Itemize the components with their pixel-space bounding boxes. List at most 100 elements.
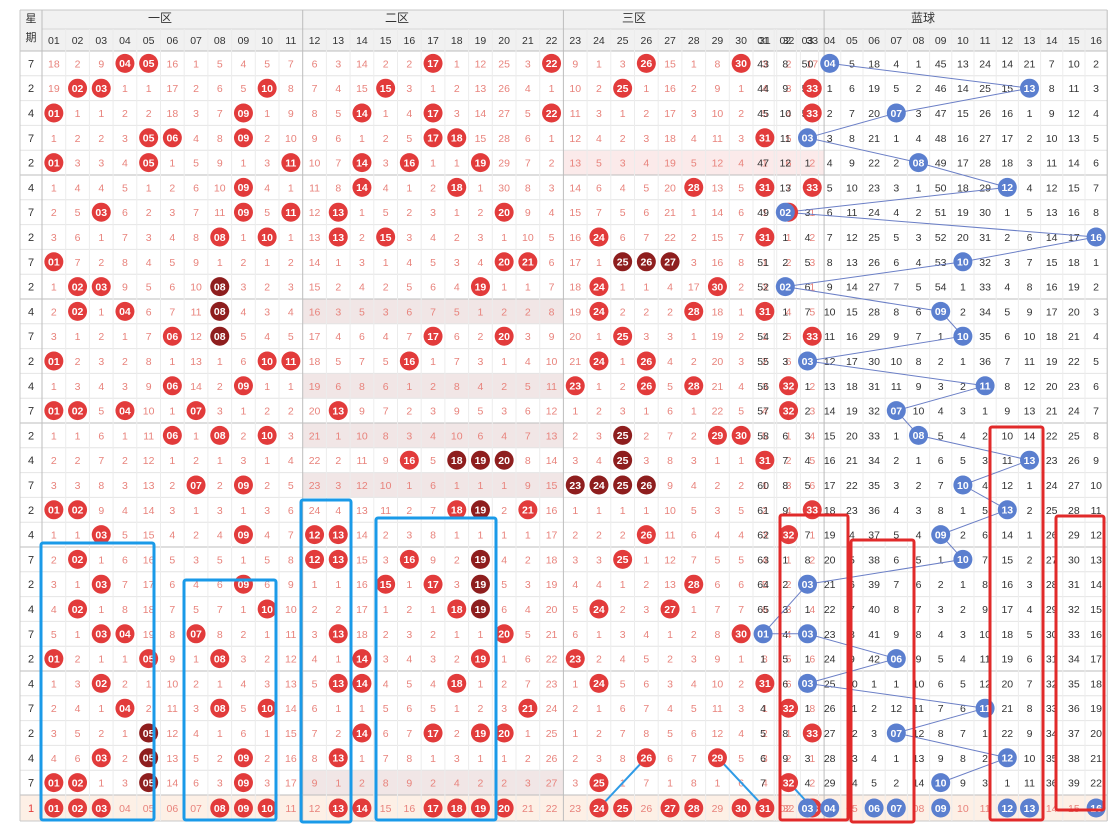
- blue-miss-count: 32: [979, 257, 991, 269]
- red-miss-count: 1: [691, 331, 697, 343]
- blue-miss-count: 1: [805, 381, 811, 393]
- red-miss-count: 3: [406, 430, 412, 442]
- blue-miss-count: 34: [1046, 728, 1058, 740]
- red-miss-count: 2: [335, 604, 341, 616]
- forecast-red-number: 18: [451, 803, 463, 815]
- red-miss-count: 3: [667, 678, 673, 690]
- red-miss-count: 2: [738, 480, 744, 492]
- week-cell: 7: [28, 480, 34, 492]
- red-ball-number: 25: [617, 331, 629, 343]
- red-number-header: 05: [143, 35, 155, 47]
- forecast-red-number: 03: [95, 803, 107, 815]
- annotation-box-blue: [182, 578, 278, 822]
- red-miss-count: 2: [146, 703, 152, 715]
- blue-miss-count: 4: [782, 629, 788, 641]
- blue-miss-count: 14: [1001, 58, 1013, 70]
- red-miss-count: 8: [525, 182, 531, 194]
- blue-miss-count: 12: [824, 356, 836, 368]
- red-ball: [210, 649, 230, 669]
- red-miss-count: 6: [241, 728, 247, 740]
- blue-miss-count: 25: [979, 83, 991, 95]
- red-miss-count: 1: [122, 331, 128, 343]
- red-miss-count: 5: [335, 356, 341, 368]
- red-miss-count: 1: [217, 455, 223, 467]
- red-miss-count: 4: [525, 604, 531, 616]
- red-miss-count: 2: [51, 455, 57, 467]
- red-miss-count: 13: [546, 430, 558, 442]
- blue-miss-count: 10: [1001, 430, 1013, 442]
- blue-ball: [886, 723, 906, 743]
- red-miss-count: 3: [75, 381, 81, 393]
- blue-miss-count: 8: [1027, 282, 1033, 294]
- forecast-red-number: 24: [593, 803, 605, 815]
- red-miss-count: 3: [596, 554, 602, 566]
- red-miss-count: 1: [264, 629, 270, 641]
- red-miss-count: 5: [51, 629, 57, 641]
- red-miss-count: 1: [809, 282, 815, 294]
- red-miss-count: 2: [51, 306, 57, 318]
- red-miss-count: 4: [596, 455, 602, 467]
- blue-miss-count: 10: [824, 306, 836, 318]
- blue-ball: [798, 351, 817, 371]
- blue-miss-count: 5: [916, 554, 922, 566]
- blue-miss-count: 45: [935, 58, 947, 70]
- blue-miss-count: 2: [960, 604, 966, 616]
- red-miss-count: 18: [143, 604, 155, 616]
- red-miss-count: 1: [430, 753, 436, 765]
- red-miss-count: 1: [786, 232, 792, 244]
- blue-miss-count: 15: [846, 306, 858, 318]
- forecast-blue-ball: [864, 798, 884, 818]
- red-ball: [494, 326, 514, 346]
- week-cell: 7: [28, 331, 34, 343]
- red-miss-count: 2: [98, 133, 104, 145]
- red-miss-count: 10: [451, 430, 463, 442]
- red-miss-count: 2: [193, 530, 199, 542]
- red-miss-count: 4: [383, 182, 389, 194]
- red-ball-number: 19: [475, 455, 487, 467]
- red-miss-count: 5: [738, 753, 744, 765]
- forecast-red-ball: [731, 798, 751, 818]
- red-ball-number: 31: [759, 455, 771, 467]
- red-ball: [423, 128, 443, 148]
- blue-number-header: 11: [980, 35, 991, 47]
- blue-miss-count: 10: [890, 356, 902, 368]
- red-ball: [494, 202, 514, 222]
- red-miss-count: 8: [122, 257, 128, 269]
- blue-miss-count: 14: [824, 406, 836, 418]
- blue-miss-count: 5: [982, 505, 988, 517]
- red-miss-count: 3: [691, 455, 697, 467]
- week-cell: 7: [28, 58, 34, 70]
- blue-miss-count: 13: [913, 753, 925, 765]
- blue-miss-count: 23: [868, 182, 880, 194]
- red-miss-count: 6: [667, 406, 673, 418]
- blue-miss-count: 50: [935, 182, 947, 194]
- forecast-red-number: 02: [72, 803, 84, 815]
- red-miss-count: 1: [643, 554, 649, 566]
- red-miss-count: 8: [146, 356, 152, 368]
- blue-miss-count: 1: [960, 579, 966, 591]
- red-miss-count: 11: [191, 306, 202, 318]
- red-miss-count: 9: [383, 455, 389, 467]
- red-ball-number: 25: [617, 554, 629, 566]
- red-miss-count: 5: [738, 406, 744, 418]
- red-miss-count: 1: [525, 728, 531, 740]
- red-ball: [210, 227, 230, 247]
- red-miss-count: 9: [430, 554, 436, 566]
- red-ball: [115, 301, 135, 321]
- red-ball: [328, 624, 348, 644]
- red-miss-count: 2: [241, 430, 247, 442]
- blue-miss-count: 27: [1046, 554, 1058, 566]
- blue-ball-number: 10: [935, 777, 947, 789]
- blue-miss-count: 57: [757, 406, 769, 418]
- blue-miss-count: 2: [1027, 505, 1033, 517]
- forecast-blue-number: 06: [868, 803, 880, 815]
- blue-miss-count: 14: [1068, 158, 1080, 170]
- red-miss-count: 2: [738, 282, 744, 294]
- blue-miss-count: 54: [757, 331, 769, 343]
- blue-miss-count: 3: [916, 108, 922, 120]
- blue-ball: [886, 649, 906, 669]
- blue-miss-count: 2: [1093, 58, 1099, 70]
- red-ball-number: 09: [238, 381, 250, 393]
- week-header-line2: 期: [26, 31, 37, 44]
- blue-miss-count: 33: [979, 282, 991, 294]
